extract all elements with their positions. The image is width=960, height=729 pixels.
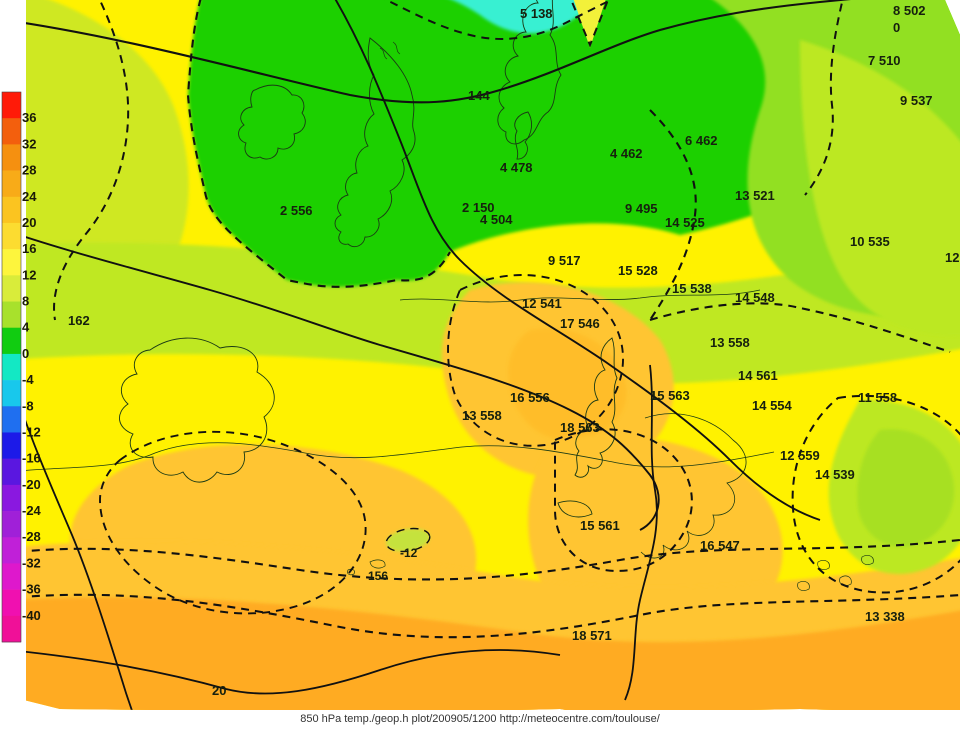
svg-text:0: 0 xyxy=(22,346,29,361)
svg-text:-28: -28 xyxy=(22,529,41,544)
svg-text:-40: -40 xyxy=(22,608,41,623)
svg-text:16: 16 xyxy=(22,241,36,256)
svg-text:-12: -12 xyxy=(22,424,41,439)
svg-text:28: 28 xyxy=(22,163,36,178)
svg-text:-4: -4 xyxy=(22,372,34,387)
svg-text:24: 24 xyxy=(22,189,37,204)
svg-text:32: 32 xyxy=(22,136,36,151)
svg-text:-24: -24 xyxy=(22,503,42,518)
svg-text:36: 36 xyxy=(22,110,36,125)
svg-text:-36: -36 xyxy=(22,582,41,597)
svg-text:4: 4 xyxy=(22,320,30,335)
svg-text:-20: -20 xyxy=(22,477,41,492)
svg-text:-16: -16 xyxy=(22,451,41,466)
svg-text:8: 8 xyxy=(22,294,29,309)
svg-text:-8: -8 xyxy=(22,398,34,413)
svg-text:20: 20 xyxy=(22,215,36,230)
svg-text:-32: -32 xyxy=(22,555,41,570)
svg-text:12: 12 xyxy=(22,267,36,282)
